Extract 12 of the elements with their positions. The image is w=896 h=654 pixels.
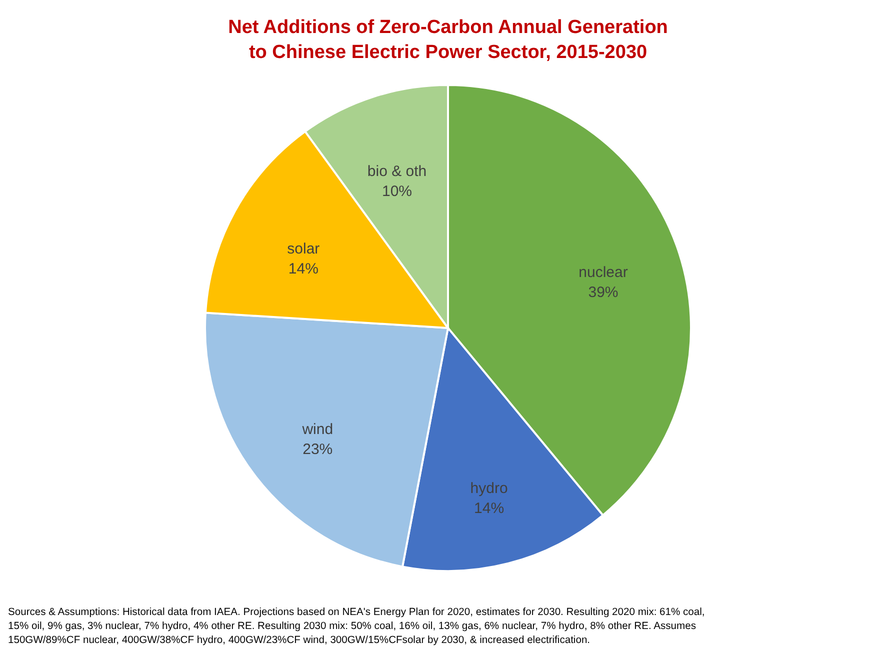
slice-label: solar xyxy=(287,240,320,258)
slice-label: bio & oth xyxy=(367,163,427,180)
data-label: 14% xyxy=(474,500,504,517)
slice-label: hydro xyxy=(470,480,508,497)
slice-label: wind xyxy=(301,421,334,438)
data-label: 14% xyxy=(288,260,318,278)
data-label: 10% xyxy=(382,183,412,200)
chart-title: Net Additions of Zero-Carbon Annual Generation to Chinese Electric Power Sector, 2015-2030 xyxy=(228,17,668,63)
slice-label: nuclear xyxy=(578,264,628,282)
data-label: 23% xyxy=(302,441,333,458)
data-label: 39% xyxy=(588,284,618,302)
source-note: Sources & Assumptions: Historical data from IAEA. Projections based on NEA's Energy Plan for 2020, estimates for 2030. Resulting 2020 mix: 61% coal, 15% oil, 9% gas, 3% nuclear, 7% hydro, 4% other RE. Resulting 2030 mix: 50% coal, 16% oil, 13% gas, 6% nuclear, 7% hydro, 8% other RE. Assumes 150GW/89%CF nuclear, 400GW/38%CF hydro, 400GW/23%CF wind, 300GW/15%CFsolar by 2030, & increased electrification. xyxy=(8,606,706,648)
